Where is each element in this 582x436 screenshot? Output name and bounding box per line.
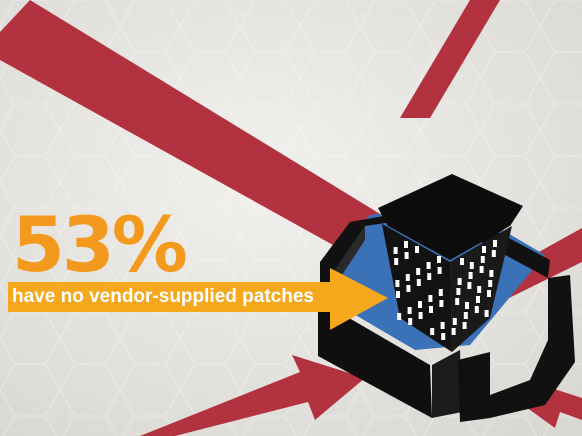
- building-window: [489, 270, 494, 277]
- wall-icon: [490, 275, 575, 418]
- wall-icon: [432, 350, 462, 418]
- building-window: [462, 322, 467, 329]
- building-window: [441, 333, 446, 340]
- building-window: [408, 318, 413, 325]
- building-window: [469, 262, 474, 269]
- building-window: [493, 240, 497, 247]
- building-window: [418, 312, 423, 319]
- building-window: [487, 290, 491, 297]
- building-window: [404, 241, 408, 248]
- building-window: [457, 278, 462, 285]
- building-window: [467, 282, 472, 289]
- stat-value: 53%: [12, 200, 188, 289]
- building-window: [394, 258, 399, 265]
- building-window: [474, 306, 479, 313]
- wall-icon: [458, 352, 490, 422]
- arrow-icon: [400, 0, 500, 118]
- building-window: [476, 296, 480, 303]
- building-window: [395, 280, 400, 287]
- building-window: [418, 301, 422, 308]
- building-window: [396, 291, 400, 298]
- building-window: [439, 300, 444, 307]
- building-window: [479, 266, 484, 273]
- arrow-icon: [140, 355, 365, 436]
- building-window: [438, 289, 443, 296]
- building-window: [463, 312, 468, 319]
- building-window: [452, 318, 457, 325]
- building-window: [426, 262, 431, 269]
- building-window: [427, 273, 432, 280]
- building-window: [429, 306, 433, 313]
- building-window: [468, 272, 473, 279]
- building-window: [480, 256, 485, 263]
- building-window: [437, 267, 442, 274]
- building-window: [406, 285, 411, 292]
- stat-caption: have no vendor-supplied patches: [12, 286, 314, 307]
- building-window: [404, 252, 409, 259]
- building-window: [477, 286, 482, 293]
- building-window: [416, 279, 421, 286]
- building-window: [491, 250, 496, 257]
- building-window: [482, 246, 486, 253]
- building-window: [416, 268, 421, 275]
- building-window: [488, 280, 493, 287]
- callout-banner: [8, 268, 388, 330]
- building-window: [460, 258, 464, 265]
- building-window: [465, 302, 469, 309]
- building-window: [437, 256, 441, 263]
- building-icon: [378, 174, 523, 352]
- building-window: [430, 328, 435, 335]
- wall-icon: [318, 300, 432, 418]
- building-window: [440, 322, 445, 329]
- building-window: [405, 274, 410, 281]
- building-window: [393, 247, 398, 254]
- building-window: [451, 328, 456, 335]
- building-window: [407, 307, 412, 314]
- building-window: [456, 288, 461, 295]
- building-window: [415, 246, 419, 253]
- building-window: [484, 310, 489, 317]
- building-window: [455, 298, 460, 305]
- building-window: [397, 313, 402, 320]
- arrow-icon: [0, 0, 390, 260]
- wall-icon: [335, 226, 365, 278]
- building-window: [428, 295, 433, 302]
